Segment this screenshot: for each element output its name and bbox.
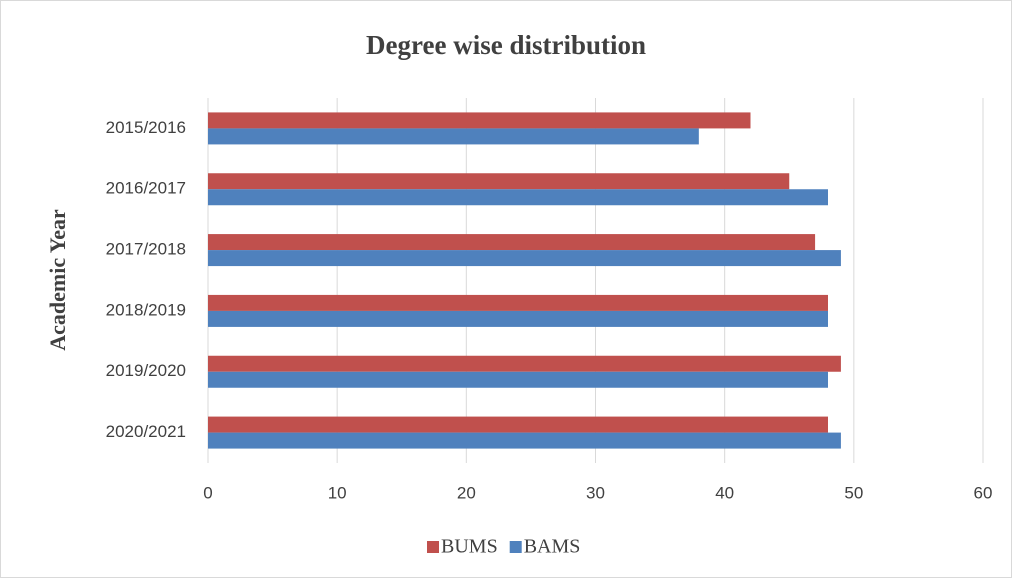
x-tick-label: 20	[457, 483, 476, 502]
bar	[208, 250, 841, 267]
legend-swatch	[509, 541, 522, 553]
y-axis-label: Academic Year	[45, 209, 70, 351]
bar	[208, 432, 841, 449]
bar	[208, 128, 699, 145]
bar	[208, 112, 751, 129]
y-tick-label: 2017/2018	[106, 240, 186, 259]
bar	[208, 371, 828, 388]
chart-title: Degree wise distribution	[366, 30, 646, 60]
bar	[208, 234, 816, 251]
legend-label: BUMS	[441, 536, 498, 558]
bar	[208, 416, 828, 433]
bar	[208, 310, 828, 327]
bar	[208, 173, 790, 190]
x-tick-label: 0	[203, 483, 212, 502]
y-tick-label: 2018/2019	[106, 300, 186, 319]
legend-swatch	[427, 541, 439, 553]
bar	[208, 294, 828, 311]
y-tick-label: 2020/2021	[106, 422, 186, 441]
x-tick-label: 50	[844, 483, 863, 502]
y-tick-label: 2019/2020	[106, 361, 186, 380]
bar	[208, 189, 828, 206]
bar	[208, 355, 841, 372]
x-tick-label: 60	[974, 483, 993, 502]
x-tick-label: 30	[586, 483, 605, 502]
x-tick-label: 10	[328, 483, 347, 502]
y-tick-label: 2015/2016	[106, 118, 186, 137]
x-tick-label: 40	[715, 483, 734, 502]
y-tick-label: 2016/2017	[106, 179, 186, 198]
legend-label: BAMS	[524, 536, 581, 558]
